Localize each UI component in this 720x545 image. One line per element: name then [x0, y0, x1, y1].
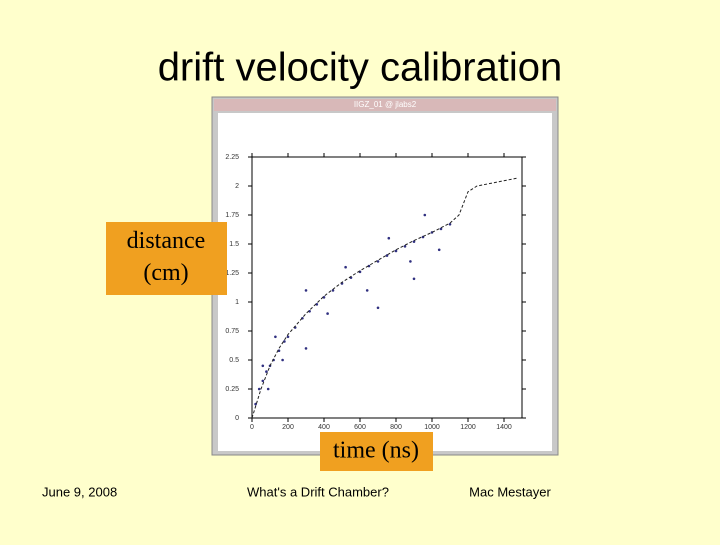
y-tick-label: 0.25 — [225, 386, 239, 393]
scatter-point — [304, 347, 308, 350]
scatter-point — [261, 379, 265, 383]
x-tick-label: 600 — [354, 424, 366, 431]
scatter-point — [261, 364, 265, 368]
y-tick-label: 1.25 — [225, 270, 239, 277]
scatter-point — [274, 335, 277, 339]
scatter-point — [257, 387, 261, 391]
y-tick-label: 1.5 — [229, 241, 239, 248]
scatter-point — [283, 340, 286, 343]
footer-right: Mac Mestayer — [469, 484, 551, 499]
x-tick-label: 0 — [250, 424, 254, 431]
scatter-point — [409, 260, 412, 263]
scatter-point — [437, 248, 441, 252]
scatter-point — [326, 312, 329, 315]
scatter-point — [385, 254, 389, 257]
scatter-point — [277, 349, 281, 353]
x-tick-label: 1200 — [460, 424, 476, 431]
window-titlebar — [214, 99, 556, 111]
scatter-point — [412, 240, 416, 243]
x-tick-label: 200 — [282, 424, 294, 431]
scatter-point — [448, 222, 452, 226]
y-tick-label: 2.25 — [225, 154, 239, 161]
footer-left: June 9, 2008 — [42, 484, 117, 499]
scatter-point — [315, 303, 319, 306]
y-tick-label: 1.75 — [225, 212, 239, 219]
scatter-point — [308, 309, 311, 313]
x-label: time (ns) — [333, 438, 419, 464]
y-tick-label: 0 — [235, 415, 239, 422]
scatter-point — [286, 335, 290, 339]
scatter-point — [403, 245, 407, 248]
y-tick-label: 0.75 — [225, 328, 239, 335]
x-tick-label: 800 — [390, 424, 402, 431]
scatter-point — [367, 264, 371, 268]
x-tick-label: 1400 — [496, 424, 512, 431]
scatter-point — [322, 296, 326, 299]
scatter-point — [344, 265, 347, 269]
scatter-point — [387, 236, 391, 240]
y-label: distance (cm) — [127, 228, 206, 286]
y-label-box — [106, 222, 227, 295]
scatter-point — [304, 289, 308, 292]
scatter-point — [281, 358, 284, 362]
plot-area — [218, 113, 552, 451]
window-title: IIGZ_01 @ jlabs2 — [354, 100, 417, 109]
fit-line — [251, 177, 519, 419]
scatter-point — [412, 277, 416, 281]
scatter-point — [394, 249, 398, 253]
x-label-box — [320, 432, 433, 471]
x-tick-label: 1000 — [424, 424, 440, 431]
scatter-point — [376, 260, 380, 263]
y-tick-label: 0.5 — [229, 357, 239, 364]
scatter-point — [365, 289, 369, 292]
x-tick-label: 400 — [318, 424, 330, 431]
footer-center: What's a Drift Chamber? — [247, 484, 389, 499]
scatter-point — [439, 227, 443, 231]
scatter-point — [266, 387, 270, 391]
scatter-point — [331, 289, 335, 292]
scatter-point — [376, 306, 380, 310]
y-tick-label: 2 — [235, 183, 239, 190]
slide-title: drift velocity calibration — [158, 46, 563, 90]
scatter-point — [265, 370, 268, 373]
y-tick-label: 1 — [235, 299, 239, 306]
scatter-point — [423, 213, 427, 217]
